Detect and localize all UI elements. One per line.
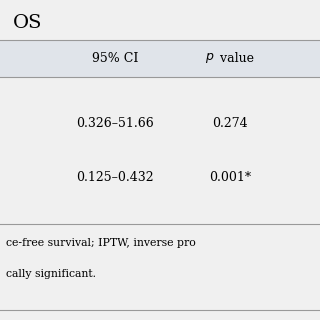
Text: ce-free survival; IPTW, inverse pro: ce-free survival; IPTW, inverse pro [6,238,196,248]
Text: $p$: $p$ [205,51,214,65]
Text: 0.274: 0.274 [212,117,248,130]
Text: 0.326–51.66: 0.326–51.66 [76,117,154,130]
Text: OS: OS [13,14,42,32]
Text: value: value [216,52,254,65]
Bar [0,40,320,77]
Text: 95% CI: 95% CI [92,52,138,65]
Text: 0.001*: 0.001* [209,171,252,184]
Text: 0.125–0.432: 0.125–0.432 [76,171,154,184]
Text: cally significant.: cally significant. [6,269,96,279]
